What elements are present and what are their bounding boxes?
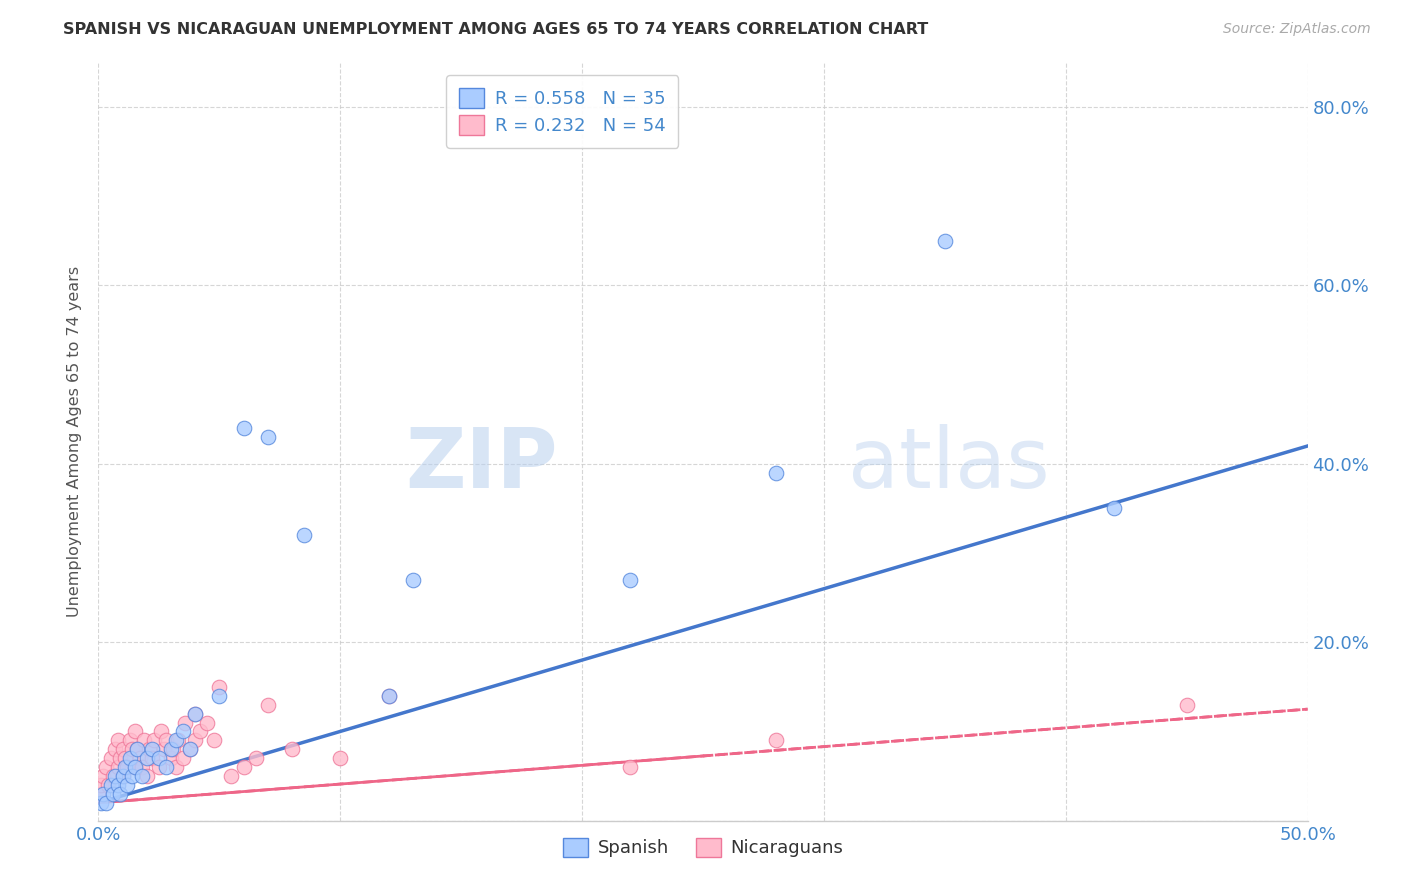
Point xyxy=(1102,501,1125,516)
Point xyxy=(377,689,399,703)
Point xyxy=(124,760,146,774)
Point xyxy=(108,751,131,765)
Point xyxy=(91,769,114,783)
Point xyxy=(208,680,231,694)
Text: SPANISH VS NICARAGUAN UNEMPLOYMENT AMONG AGES 65 TO 74 YEARS CORRELATION CHART: SPANISH VS NICARAGUAN UNEMPLOYMENT AMONG… xyxy=(63,22,928,37)
Point xyxy=(174,715,197,730)
Point xyxy=(141,742,163,756)
Point xyxy=(128,751,150,765)
Point xyxy=(138,742,160,756)
Point xyxy=(107,760,129,774)
Point xyxy=(150,724,173,739)
Point xyxy=(208,689,231,703)
Point xyxy=(195,715,218,730)
Point xyxy=(131,760,153,774)
Point xyxy=(121,769,143,783)
Point xyxy=(114,751,136,765)
Point xyxy=(135,751,157,765)
Point xyxy=(256,430,278,444)
Point xyxy=(117,760,139,774)
Point xyxy=(87,787,110,801)
Point xyxy=(179,742,201,756)
Point xyxy=(934,234,956,248)
Point xyxy=(232,760,254,774)
Point xyxy=(281,742,304,756)
Point xyxy=(97,778,120,792)
Point xyxy=(104,742,127,756)
Point xyxy=(1175,698,1198,712)
Point xyxy=(107,733,129,747)
Point xyxy=(619,760,641,774)
Point xyxy=(256,698,278,712)
Point xyxy=(118,751,141,765)
Point xyxy=(91,787,114,801)
Text: atlas: atlas xyxy=(848,424,1050,505)
Point xyxy=(232,421,254,435)
Point xyxy=(179,742,201,756)
Point xyxy=(165,760,187,774)
Point xyxy=(114,760,136,774)
Point xyxy=(155,733,177,747)
Point xyxy=(172,751,194,765)
Point xyxy=(765,733,787,747)
Point xyxy=(221,769,243,783)
Point xyxy=(184,706,207,721)
Point xyxy=(204,733,226,747)
Point xyxy=(167,733,190,747)
Point xyxy=(111,742,134,756)
Text: ZIP: ZIP xyxy=(405,424,558,505)
Y-axis label: Unemployment Among Ages 65 to 74 years: Unemployment Among Ages 65 to 74 years xyxy=(67,266,83,617)
Point xyxy=(619,573,641,587)
Point xyxy=(160,742,183,756)
Point xyxy=(148,760,170,774)
Point xyxy=(162,742,184,756)
Point xyxy=(127,742,149,756)
Point xyxy=(100,778,122,792)
Text: Source: ZipAtlas.com: Source: ZipAtlas.com xyxy=(1223,22,1371,37)
Point xyxy=(94,796,117,810)
Point xyxy=(90,778,112,792)
Point xyxy=(329,751,352,765)
Point xyxy=(135,769,157,783)
Point xyxy=(143,733,166,747)
Point xyxy=(104,769,127,783)
Point xyxy=(402,573,425,587)
Point xyxy=(141,751,163,765)
Point xyxy=(118,733,141,747)
Point xyxy=(127,742,149,756)
Legend: Spanish, Nicaraguans: Spanish, Nicaraguans xyxy=(555,830,851,864)
Point xyxy=(121,742,143,756)
Point xyxy=(117,778,139,792)
Point xyxy=(131,769,153,783)
Point xyxy=(245,751,267,765)
Point xyxy=(124,760,146,774)
Point xyxy=(152,742,174,756)
Point xyxy=(107,778,129,792)
Point xyxy=(292,528,315,542)
Point xyxy=(765,466,787,480)
Point xyxy=(155,760,177,774)
Point xyxy=(90,796,112,810)
Point xyxy=(100,751,122,765)
Point xyxy=(184,706,207,721)
Point xyxy=(111,769,134,783)
Point xyxy=(184,733,207,747)
Point xyxy=(377,689,399,703)
Point xyxy=(101,769,124,783)
Point xyxy=(165,733,187,747)
Point xyxy=(188,724,211,739)
Point xyxy=(148,751,170,765)
Point xyxy=(160,751,183,765)
Point xyxy=(108,787,131,801)
Point xyxy=(101,787,124,801)
Point xyxy=(134,733,156,747)
Point xyxy=(111,769,134,783)
Point xyxy=(124,724,146,739)
Point xyxy=(172,724,194,739)
Point xyxy=(94,760,117,774)
